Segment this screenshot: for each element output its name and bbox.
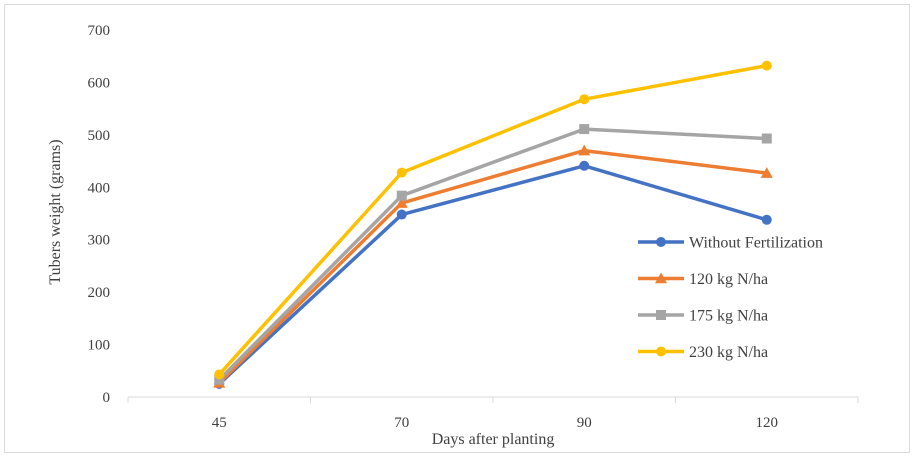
y-tick-label: 600 [88, 75, 111, 91]
data-point [761, 133, 772, 144]
data-point [579, 124, 590, 135]
legend-entry: Without Fertilization [638, 235, 823, 252]
data-point [214, 374, 225, 385]
data-point [761, 214, 772, 225]
data-point [395, 197, 408, 208]
y-axis-title: Tubers weight (grams) [47, 139, 64, 284]
series-line [217, 127, 769, 382]
data-point [396, 167, 407, 178]
legend-swatch-marker [656, 237, 666, 247]
data-point [578, 144, 591, 156]
data-point [214, 369, 225, 380]
y-tick-label: 400 [88, 180, 111, 196]
legend-label: Without Fertilization [689, 235, 823, 252]
series-2 [213, 144, 773, 388]
series-line [217, 148, 769, 385]
legend-swatch-marker [655, 272, 667, 284]
legend-label: 120 kg N/ha [689, 271, 768, 288]
x-tick-label: 90 [577, 415, 592, 431]
chart-frame [4, 4, 910, 453]
x-tick-label: 120 [756, 415, 779, 431]
series-line [217, 164, 769, 386]
data-point [761, 60, 772, 71]
x-tick-label: 70 [394, 415, 409, 431]
legend-swatch-marker [656, 346, 666, 357]
y-tick-label: 0 [103, 390, 111, 406]
data-point [396, 209, 407, 220]
x-tick-label: 45 [212, 415, 227, 431]
data-point [396, 190, 407, 201]
series-line [217, 63, 769, 377]
legend-entry: 175 kg N/ha [638, 308, 768, 325]
data-point [760, 167, 773, 178]
y-tick-label: 300 [88, 233, 111, 249]
series-4 [214, 60, 772, 380]
y-tick-label: 700 [88, 23, 111, 39]
y-tick-label: 200 [88, 285, 111, 301]
y-tick-label: 500 [88, 128, 111, 144]
legend-entry: 230 kg N/ha [638, 344, 768, 361]
y-tick-label: 100 [88, 338, 111, 354]
legend-entry: 120 kg N/ha [638, 271, 768, 288]
x-axis-title: Days after planting [432, 431, 555, 448]
legend-swatch-marker [656, 310, 666, 320]
data-point [579, 160, 590, 171]
legend-label: 175 kg N/ha [689, 308, 768, 325]
series-3 [214, 124, 772, 385]
data-point [579, 94, 590, 105]
legend-label: 230 kg N/ha [689, 344, 768, 361]
